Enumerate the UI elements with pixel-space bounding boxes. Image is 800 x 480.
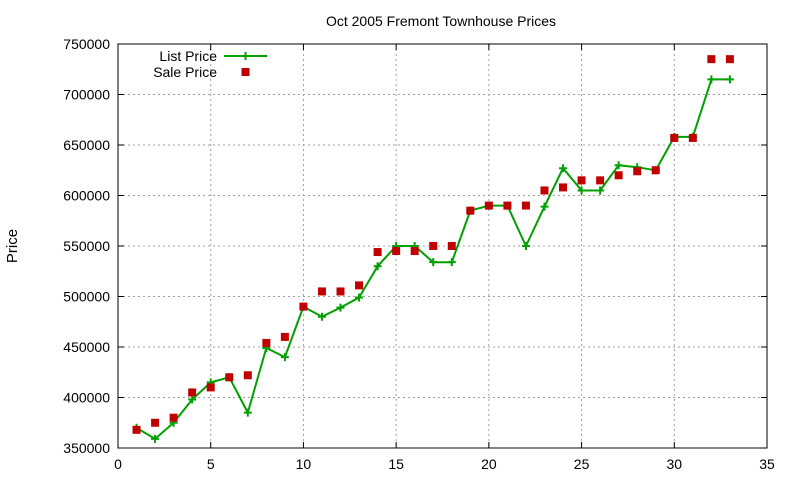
x-tick-label: 0 — [114, 456, 122, 472]
data-point-sale-price — [280, 332, 289, 341]
plot-series — [132, 55, 734, 443]
data-point-sale-price — [447, 242, 456, 250]
y-tick-label: 450000 — [63, 339, 110, 355]
data-point-list-price — [151, 434, 160, 443]
data-point-list-price — [614, 161, 623, 170]
x-tick-label: 5 — [207, 456, 215, 472]
y-tick-label: 650000 — [63, 137, 110, 153]
data-point-list-price — [429, 258, 438, 267]
data-point-list-price — [577, 186, 586, 195]
data-point-sale-price — [336, 287, 345, 296]
data-point-list-price — [447, 258, 456, 267]
data-point-sale-price — [559, 183, 568, 192]
data-point-sale-price — [596, 176, 605, 185]
data-point-list-price — [540, 202, 549, 211]
data-point-sale-price — [503, 201, 512, 210]
data-point-sale-price — [169, 413, 178, 422]
data-point-sale-price — [614, 171, 623, 180]
data-point-sale-price — [317, 287, 326, 296]
data-point-sale-price — [688, 133, 697, 142]
chart-title: Oct 2005 Fremont Townhouse Prices — [326, 13, 556, 29]
legend-label-list-price: List Price — [159, 48, 217, 64]
y-tick-label: 400000 — [63, 390, 110, 406]
data-point-sale-price — [206, 383, 215, 392]
data-point-list-price — [355, 293, 364, 302]
legend-marker-list-price — [241, 52, 250, 60]
data-point-sale-price — [521, 201, 530, 210]
data-point-list-price — [596, 186, 605, 195]
data-point-sale-price — [633, 167, 642, 176]
data-point-list-price — [188, 395, 197, 404]
data-point-sale-price — [243, 371, 252, 380]
y-tick-label: 550000 — [63, 238, 110, 254]
x-tick-label: 35 — [759, 456, 775, 472]
x-tick-label: 30 — [666, 456, 682, 472]
data-point-sale-price — [225, 373, 234, 382]
data-point-sale-price — [299, 302, 308, 311]
grid-lines — [118, 44, 767, 448]
data-point-list-price — [243, 408, 252, 417]
data-point-list-price — [725, 75, 734, 84]
data-point-sale-price — [355, 281, 364, 290]
y-tick-label: 500000 — [63, 289, 110, 305]
data-point-sale-price — [707, 55, 716, 64]
legend-label-sale-price: Sale Price — [153, 64, 217, 80]
data-point-list-price — [336, 303, 345, 312]
x-tick-label: 25 — [574, 456, 590, 472]
y-tick-label: 350000 — [63, 440, 110, 456]
data-point-list-price — [373, 262, 382, 271]
data-point-sale-price — [188, 388, 197, 397]
data-point-sale-price — [670, 133, 679, 142]
data-point-sale-price — [577, 176, 586, 185]
data-point-sale-price — [410, 247, 419, 256]
axes: 350000 400000 450000 500000 550000 600000 6500… — [63, 36, 775, 472]
data-point-sale-price — [429, 242, 438, 250]
legend-marker-sale-price — [241, 68, 250, 76]
series-list-price — [132, 75, 734, 443]
x-tick-label: 20 — [481, 456, 497, 472]
data-point-sale-price — [392, 247, 401, 256]
series-sale-price — [132, 55, 734, 434]
data-point-sale-price — [466, 206, 475, 215]
x-tick-label: 10 — [296, 456, 312, 472]
data-point-sale-price — [651, 166, 660, 175]
y-tick-label: 750000 — [63, 36, 110, 52]
data-point-sale-price — [373, 248, 382, 257]
y-axis-label: Price — [4, 229, 21, 263]
legend: List Price Sale Price — [153, 48, 267, 80]
data-point-sale-price — [540, 186, 549, 195]
data-point-sale-price — [262, 338, 271, 347]
data-point-list-price — [559, 164, 568, 173]
data-point-list-price — [280, 353, 289, 362]
data-point-sale-price — [151, 418, 160, 427]
x-tick-label: 15 — [388, 456, 404, 472]
data-point-sale-price — [132, 425, 141, 434]
y-tick-label: 600000 — [63, 188, 110, 204]
data-point-list-price — [521, 242, 530, 250]
data-point-sale-price — [725, 55, 734, 64]
data-point-list-price — [317, 312, 326, 321]
y-tick-label: 700000 — [63, 87, 110, 103]
data-point-list-price — [707, 75, 716, 84]
data-point-sale-price — [484, 201, 493, 210]
